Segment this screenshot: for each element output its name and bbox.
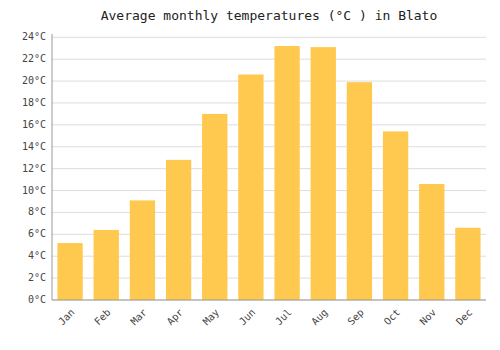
bar	[238, 75, 263, 300]
bar	[166, 160, 191, 300]
y-tick-label: 4°C	[28, 250, 46, 261]
grid-line	[52, 168, 486, 169]
y-tick-label: 20°C	[22, 75, 46, 86]
x-tick-label: Feb	[92, 307, 113, 328]
y-tick-label: 6°C	[28, 228, 46, 239]
y-tick-label: 2°C	[28, 272, 46, 283]
bar	[383, 131, 408, 300]
y-tick-label: 16°C	[22, 119, 46, 130]
x-tick-label: Jun	[237, 307, 258, 328]
grid	[52, 37, 486, 300]
x-tick-label: Jan	[56, 307, 77, 328]
bars	[57, 46, 480, 300]
x-tick-label: Apr	[165, 307, 186, 328]
grid-line	[52, 59, 486, 60]
bar	[57, 243, 82, 300]
x-tick-label: Mar	[128, 307, 149, 328]
bar	[130, 200, 155, 300]
x-tick-label: May	[201, 307, 222, 328]
bar	[202, 114, 227, 300]
x-tick-label: Sep	[345, 307, 366, 328]
grid-line	[52, 300, 486, 301]
chart-title: Average monthly temperatures (°C ) in Bl…	[101, 8, 438, 23]
x-tick-labels: Jan Feb Mar Apr May Jun Jul Aug Sep Oct Nov Dec	[56, 307, 474, 328]
x-tick-label: Nov	[418, 307, 439, 328]
y-tick-label: 22°C	[22, 53, 46, 64]
y-tick-label: 24°C	[22, 31, 46, 42]
y-tick-labels: 0°C 2°C 4°C 6°C 8°C 10°C 12°C 14°C 16°C 18°C 20°C 2…	[22, 31, 46, 305]
grid-line	[52, 102, 486, 103]
y-tick-label: 8°C	[28, 206, 46, 217]
grid-line	[52, 37, 486, 38]
chart-svg: 0°C 2°C 4°C 6°C 8°C 10°C 12°C 14°C 16°C 18°C 20°C 2…	[0, 0, 500, 350]
y-tick-label: 10°C	[22, 185, 46, 196]
grid-line	[52, 81, 486, 82]
bar	[455, 228, 480, 300]
y-tick-label: 18°C	[22, 97, 46, 108]
x-tick-label: Oct	[382, 307, 403, 328]
y-tick-label: 0°C	[28, 294, 46, 305]
bar	[419, 184, 444, 300]
x-tick-label: Aug	[309, 307, 330, 328]
grid-line	[52, 146, 486, 147]
x-tick-label: Dec	[454, 307, 475, 328]
chart-container: 0°C 2°C 4°C 6°C 8°C 10°C 12°C 14°C 16°C 18°C 20°C 2…	[0, 0, 500, 350]
y-tick-label: 14°C	[22, 141, 46, 152]
y-tick-label: 12°C	[22, 163, 46, 174]
bar	[311, 47, 336, 300]
bar	[347, 82, 372, 300]
grid-line	[52, 124, 486, 125]
bar	[94, 230, 119, 300]
y-axis-line	[52, 34, 53, 300]
bar	[274, 46, 299, 300]
x-axis-line	[52, 300, 486, 301]
x-tick-label: Jul	[273, 307, 294, 328]
